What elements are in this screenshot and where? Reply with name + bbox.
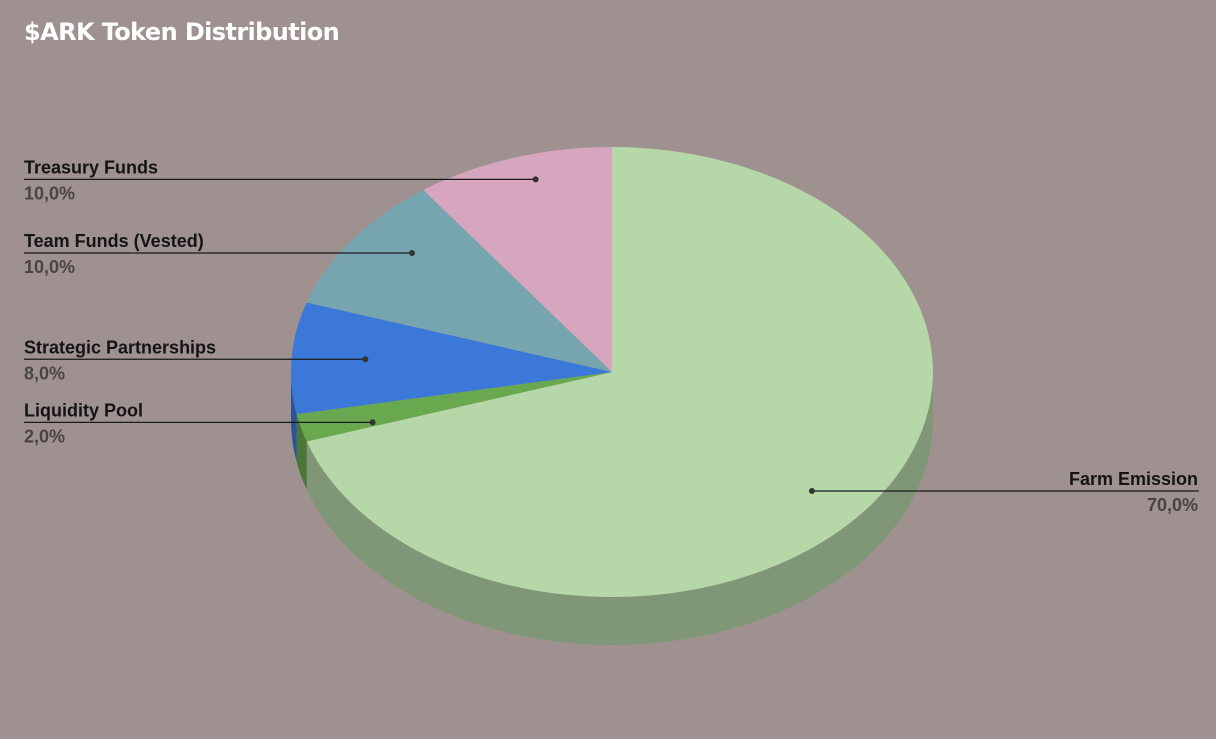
leader-dot-strategic-partnerships (362, 356, 369, 363)
leader-dot-team-funds-vested (409, 249, 416, 256)
pie-slice-team-funds-vested[interactable] (306, 189, 612, 372)
slice-label-treasury-funds: Treasury Funds (24, 157, 158, 177)
slice-label-team-funds-vested: Team Funds (Vested) (24, 231, 204, 251)
pie-sides (291, 372, 934, 646)
slice-value-treasury-funds: 10,0% (24, 183, 75, 203)
pie-slice-strategic-partnerships[interactable] (291, 302, 612, 415)
pie-side-liquidity-pool (296, 414, 307, 490)
pie-slice-farm-emission[interactable] (306, 147, 934, 597)
pie-slices (291, 147, 934, 597)
pie-side-strategic-partnerships (291, 372, 297, 463)
slice-labels: Farm Emission 70,0% Liquidity Pool 2,0% Stra… (24, 157, 1199, 515)
slice-value-liquidity-pool: 2,0% (24, 426, 65, 446)
slice-value-farm-emission: 70,0% (1147, 495, 1198, 515)
pie-slice-liquidity-pool[interactable] (296, 372, 612, 442)
slice-label-liquidity-pool: Liquidity Pool (24, 400, 143, 420)
leader-dot-treasury-funds (532, 176, 539, 183)
slice-label-farm-emission: Farm Emission (1069, 469, 1198, 489)
leader-dot-liquidity-pool (369, 419, 376, 426)
pie-slice-treasury-funds[interactable] (423, 147, 612, 372)
leader-dot-farm-emission (808, 488, 815, 495)
chart-title: $ARK Token Distribution (24, 18, 340, 46)
slice-value-team-funds-vested: 10,0% (24, 257, 75, 277)
slice-value-strategic-partnerships: 8,0% (24, 363, 65, 383)
slice-label-strategic-partnerships: Strategic Partnerships (24, 337, 216, 357)
pie-side-farm-emission (306, 372, 934, 646)
